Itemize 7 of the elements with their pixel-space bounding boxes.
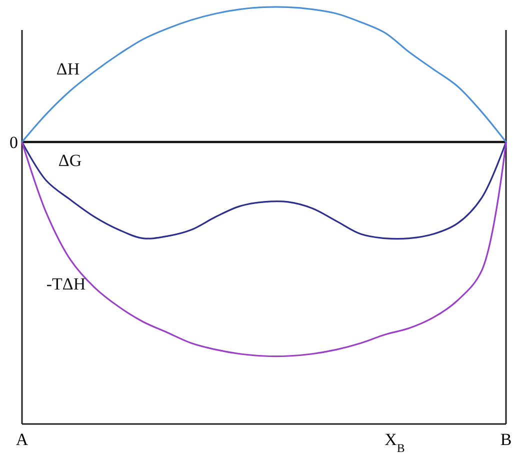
x-axis-title: X$_{B}$ xyxy=(384,430,405,455)
x-tick-label: A xyxy=(16,430,29,449)
text: 0 xyxy=(10,133,18,152)
series-label: ΔG xyxy=(58,150,82,170)
series-label: -TΔH xyxy=(46,274,86,294)
series-label: ΔH xyxy=(56,60,80,79)
x-tick-label: B xyxy=(500,430,512,449)
